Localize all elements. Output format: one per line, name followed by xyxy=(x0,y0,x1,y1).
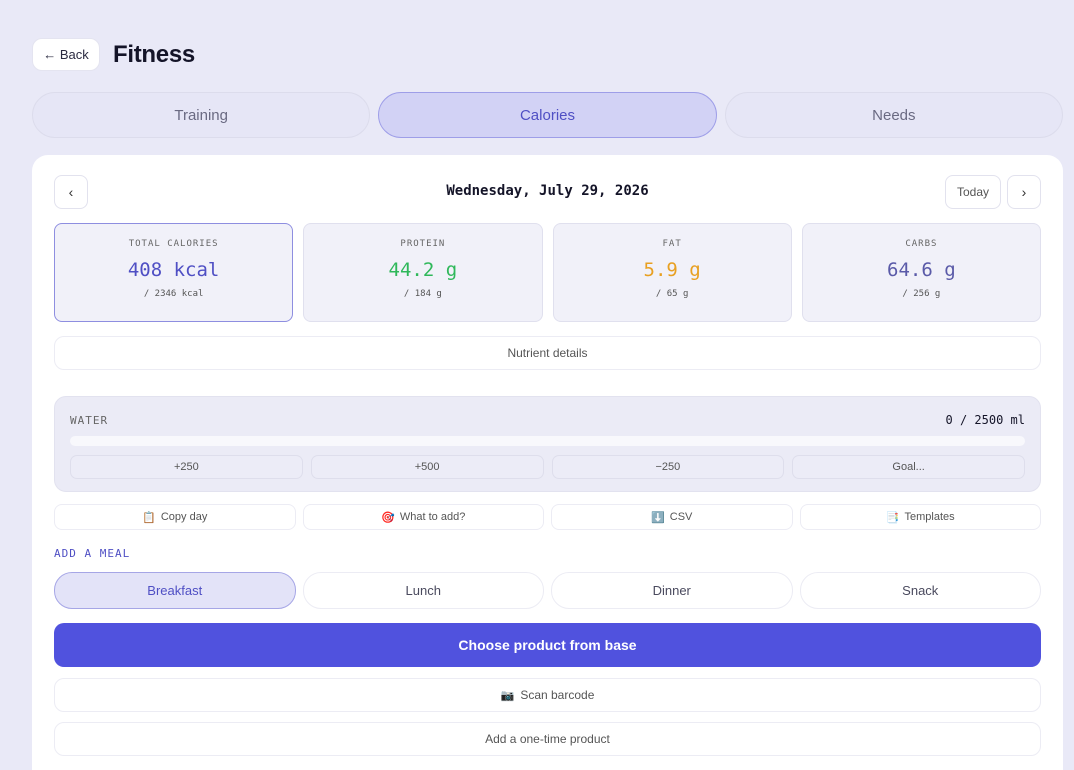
action-label: Templates xyxy=(904,511,955,523)
date-navigation: ‹ Wednesday, July 29, 2026 Today › xyxy=(54,175,1041,209)
tab-training[interactable]: Training xyxy=(32,92,371,138)
water-add-250-button[interactable]: +250 xyxy=(70,455,303,479)
clipboard-icon: 📋 xyxy=(142,511,156,524)
meal-selector: Breakfast Lunch Dinner Snack xyxy=(54,572,1041,609)
download-icon: ⬇️ xyxy=(651,511,665,524)
what-to-add-button[interactable]: 🎯 What to add? xyxy=(302,504,544,530)
water-add-500-button[interactable]: +500 xyxy=(310,455,544,479)
stat-total-calories: TOTAL CALORIES 408 kcal / 2346 kcal xyxy=(54,223,294,322)
stat-goal: / 184 g xyxy=(403,289,442,299)
stat-goal: / 2346 kcal xyxy=(143,289,204,299)
stat-value: 5.9 g xyxy=(643,259,701,281)
calories-card: ‹ Wednesday, July 29, 2026 Today › TOTAL… xyxy=(32,155,1063,770)
csv-export-button[interactable]: ⬇️ CSV xyxy=(551,504,793,530)
action-label: What to add? xyxy=(399,511,466,523)
water-value: 0 / 2500 ml xyxy=(945,413,1025,427)
stat-label: FAT xyxy=(662,239,682,249)
add-meal-heading: ADD A MEAL xyxy=(54,547,131,560)
target-icon: 🎯 xyxy=(381,511,395,524)
copy-day-button[interactable]: 📋 Copy day xyxy=(54,504,296,530)
meal-dinner[interactable]: Dinner xyxy=(551,572,793,609)
water-remove-250-button[interactable]: −250 xyxy=(551,455,785,479)
stat-value: 64.6 g xyxy=(887,259,956,281)
meal-snack[interactable]: Snack xyxy=(799,572,1041,609)
next-day-button[interactable]: › xyxy=(1007,175,1041,209)
nutrient-details-button[interactable]: Nutrient details xyxy=(54,336,1041,370)
scan-barcode-button[interactable]: 📷 Scan barcode xyxy=(54,678,1041,712)
stat-fat: FAT 5.9 g / 65 g xyxy=(552,223,792,322)
stat-carbs: CARBS 64.6 g / 256 g xyxy=(801,223,1041,322)
current-date: Wednesday, July 29, 2026 xyxy=(446,183,649,199)
stat-label: PROTEIN xyxy=(400,239,446,249)
templates-button[interactable]: 📑 Templates xyxy=(799,504,1041,530)
stat-goal: / 256 g xyxy=(902,289,941,299)
page-title: Fitness xyxy=(113,41,195,68)
back-button[interactable]: ← Back xyxy=(32,38,100,71)
water-buttons: +250 +500 −250 Goal... xyxy=(70,455,1025,479)
stat-goal: / 65 g xyxy=(655,289,689,299)
meal-breakfast[interactable]: Breakfast xyxy=(54,572,296,609)
stat-label: CARBS xyxy=(905,239,938,249)
tab-needs[interactable]: Needs xyxy=(724,92,1063,138)
macro-stats: TOTAL CALORIES 408 kcal / 2346 kcal PROT… xyxy=(54,223,1041,322)
stat-value: 44.2 g xyxy=(388,259,458,281)
water-goal-button[interactable]: Goal... xyxy=(792,455,1025,479)
choose-product-button[interactable]: Choose product from base xyxy=(54,623,1041,667)
water-label: WATER xyxy=(70,414,109,427)
today-button[interactable]: Today xyxy=(945,175,1001,209)
chevron-left-icon: ‹ xyxy=(68,184,74,200)
one-time-product-button[interactable]: Add a one-time product xyxy=(54,722,1041,756)
prev-day-button[interactable]: ‹ xyxy=(54,175,88,209)
chevron-right-icon: › xyxy=(1021,184,1027,200)
action-label: CSV xyxy=(669,511,693,523)
camera-icon: 📷 xyxy=(500,689,515,702)
tab-calories[interactable]: Calories xyxy=(378,92,717,138)
stat-label: TOTAL CALORIES xyxy=(128,239,219,249)
water-tracker: WATER 0 / 2500 ml +250 +500 −250 Goal... xyxy=(54,396,1041,492)
water-progress-bar xyxy=(70,436,1025,446)
day-actions: 📋 Copy day 🎯 What to add? ⬇️ CSV 📑 Templ… xyxy=(54,504,1041,530)
stat-value: 408 kcal xyxy=(127,259,220,281)
stat-protein: PROTEIN 44.2 g / 184 g xyxy=(303,223,543,322)
action-label: Copy day xyxy=(160,511,208,523)
templates-icon: 📑 xyxy=(885,511,900,524)
meal-lunch[interactable]: Lunch xyxy=(302,572,544,609)
section-tabs: Training Calories Needs xyxy=(32,92,1063,138)
scan-barcode-label: Scan barcode xyxy=(520,688,595,702)
